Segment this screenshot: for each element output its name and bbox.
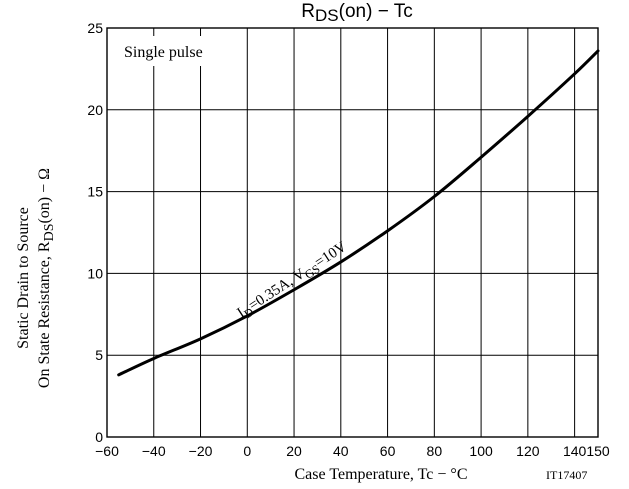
series-line (117, 49, 600, 377)
x-tick-label: 20 (286, 443, 302, 459)
x-tick-label: 120 (516, 443, 540, 459)
corner-note: Single pulse (124, 44, 203, 61)
x-tick-label: 0 (243, 443, 251, 459)
x-tick-label: 100 (469, 443, 493, 459)
curve-label: ID=0.35A, VGS=10V (234, 239, 351, 324)
y-tick-label: 15 (87, 184, 103, 200)
svg-text:Static Drain to Source: Static Drain to Source (15, 207, 32, 349)
y-tick-label: 20 (87, 102, 103, 118)
x-tick-label: 80 (427, 443, 443, 459)
tick-labels: −60 −40 −20 0 20 40 60 80 100 120 140 150 0 5 10 15 20 25 (87, 20, 609, 459)
grid (107, 28, 598, 437)
x-tick-label: −60 (95, 443, 119, 459)
x-tick-label: 40 (333, 443, 349, 459)
x-tick-label: −20 (189, 443, 213, 459)
svg-text:On State Resistance, RDS(on): On State Resistance, RDS(on) − Ω (36, 168, 57, 388)
series-layer (117, 49, 600, 377)
part-code: IT17407 (546, 468, 587, 482)
y-tick-label: 0 (95, 429, 103, 445)
x-tick-label: 140 (563, 443, 587, 459)
x-tick-label: 150 (586, 443, 610, 459)
y-axis-label: Static Drain to Source On State Resistan… (15, 168, 57, 388)
corner-note-background (112, 36, 238, 66)
plot-frame (106, 27, 599, 438)
y-tick-label: 25 (87, 20, 103, 36)
y-tick-label: 5 (95, 347, 103, 363)
x-axis-label: Case Temperature, Tc − °C (295, 466, 468, 483)
y-tick-label: 10 (87, 265, 103, 281)
x-tick-label: −40 (142, 443, 166, 459)
x-tick-label: 60 (380, 443, 396, 459)
chart-title: RDS(on) − Tc (301, 1, 412, 25)
